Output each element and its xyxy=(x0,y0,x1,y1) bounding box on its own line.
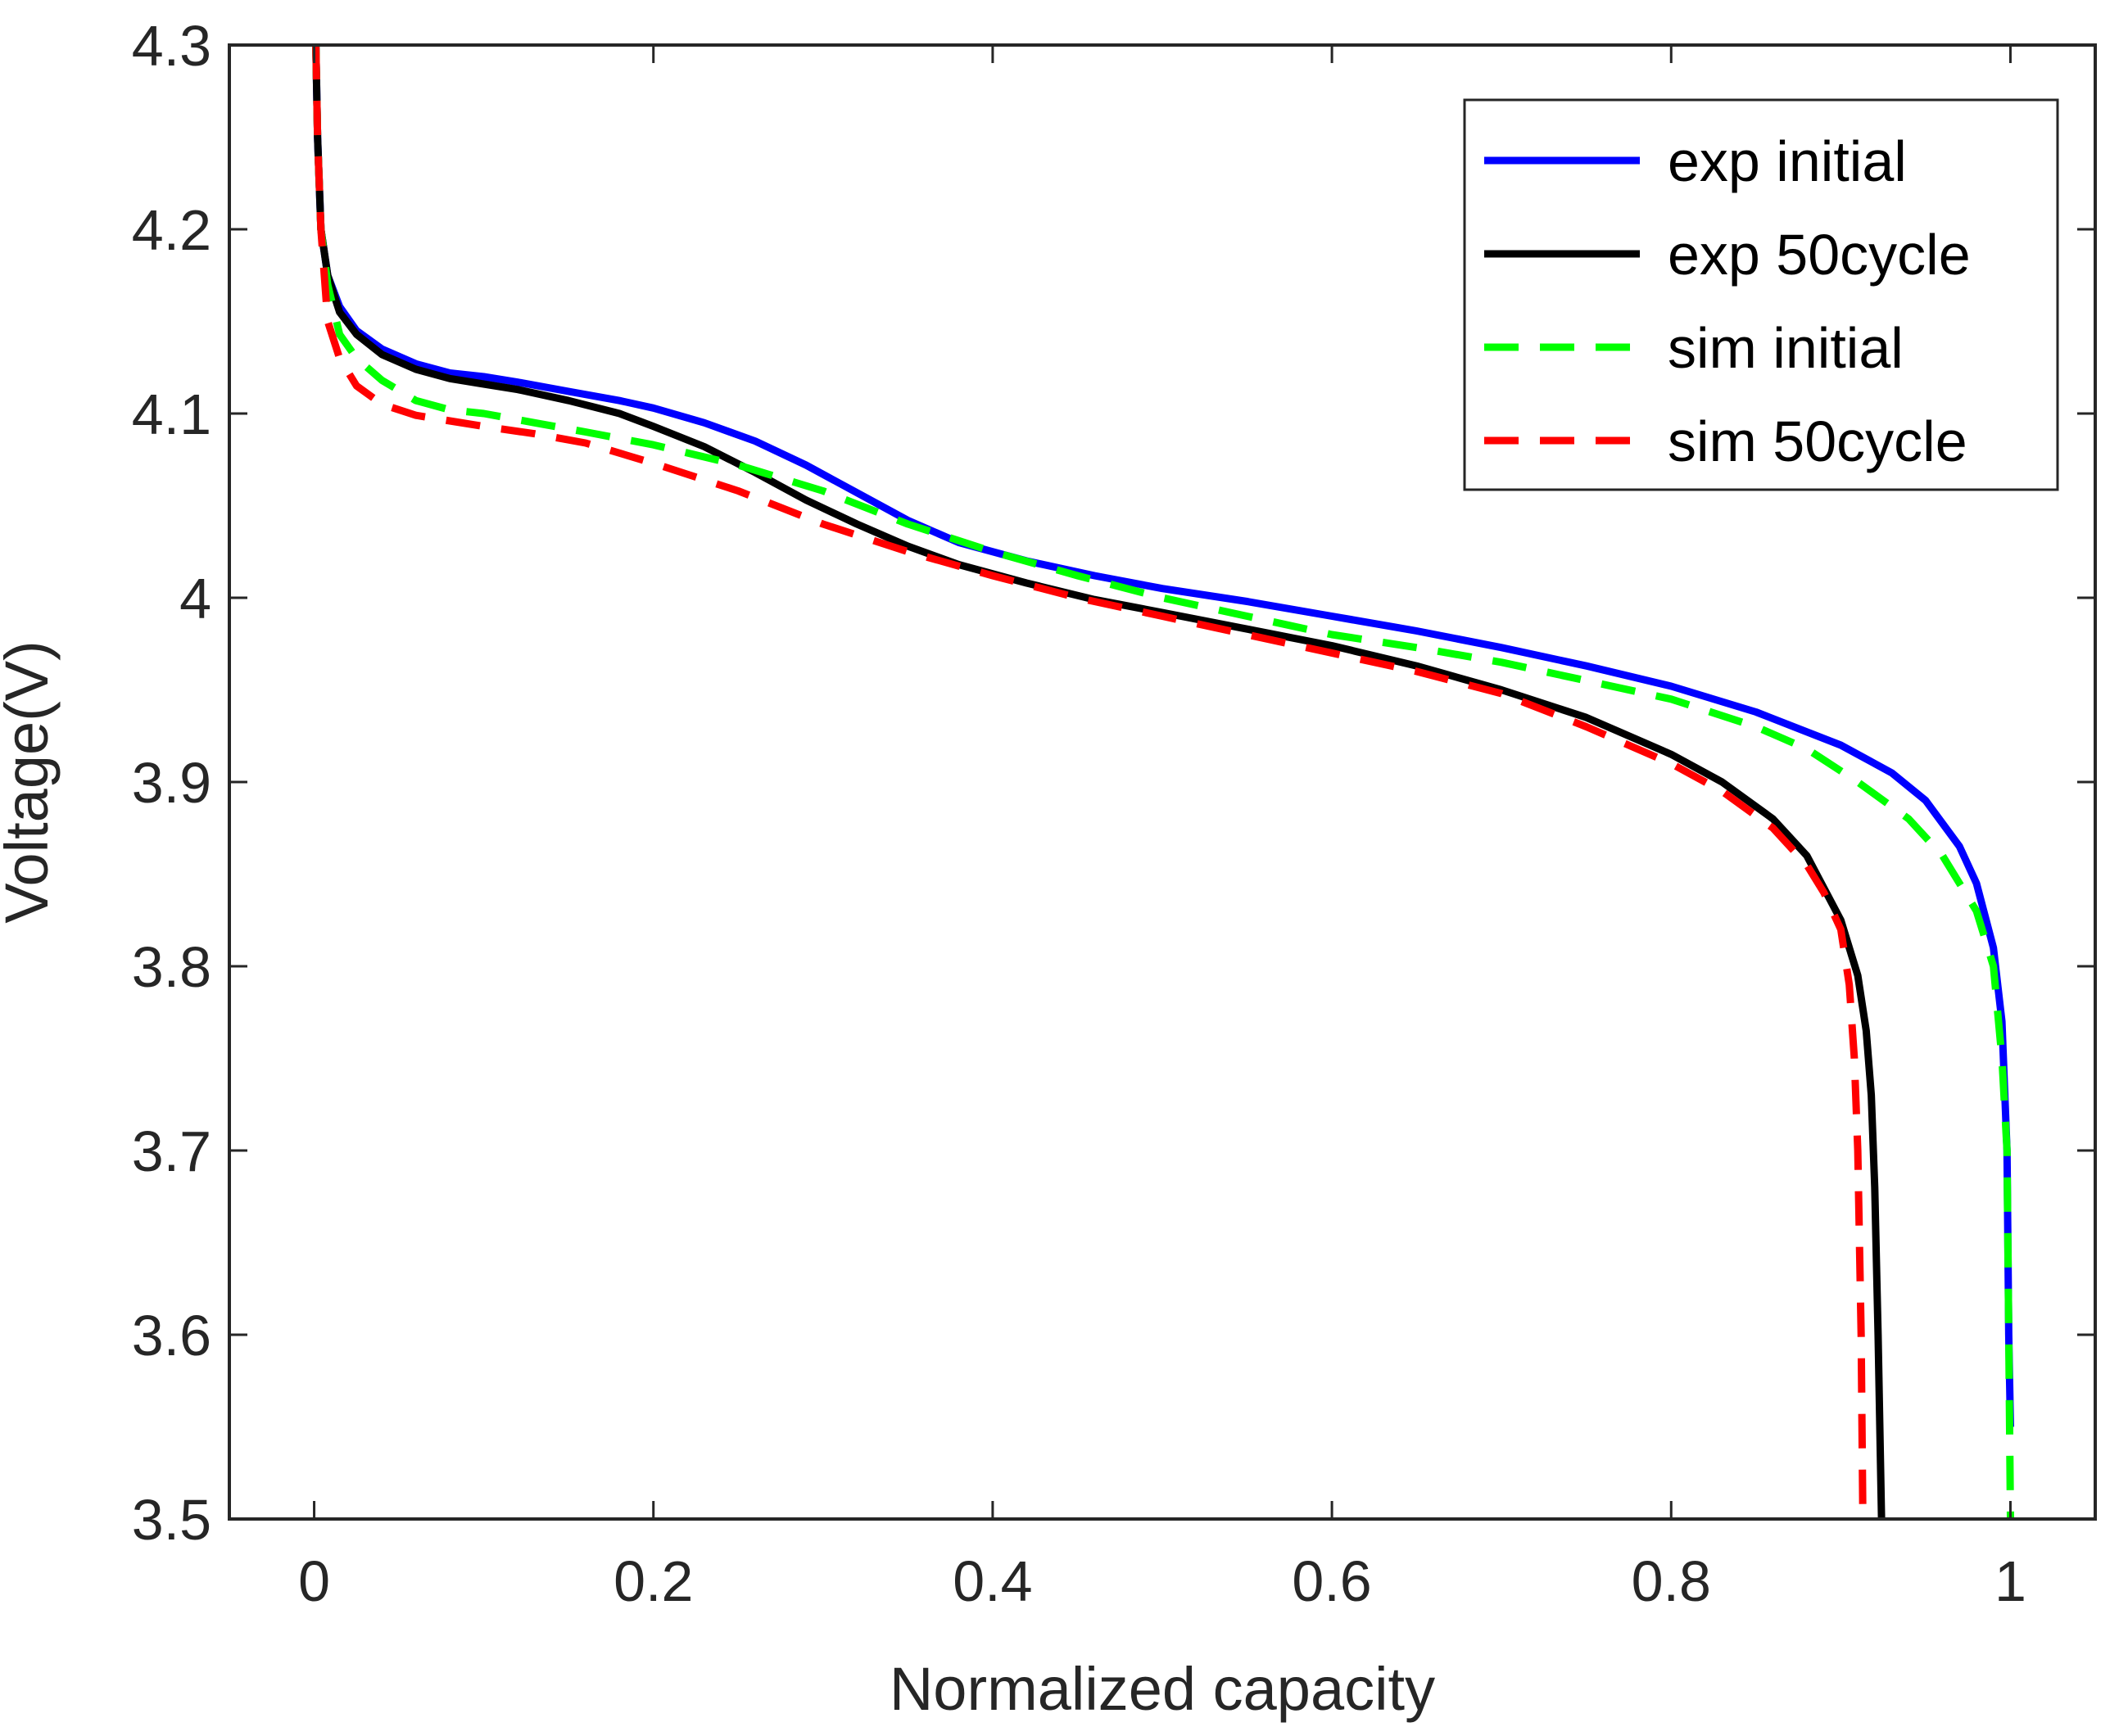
y-tick-label: 3.7 xyxy=(132,1119,211,1183)
y-tick-label: 3.8 xyxy=(132,935,211,999)
legend-label-sim-50cycle: sim 50cycle xyxy=(1668,409,1967,473)
y-axis: 3.5 3.6 3.7 3.8 3.9 4 4.1 4.2 4.3 xyxy=(132,14,2095,1552)
x-tick-label: 0.6 xyxy=(1292,1549,1371,1613)
y-tick-label: 3.6 xyxy=(132,1304,211,1368)
y-tick-label: 3.9 xyxy=(132,751,211,815)
x-tick-label: 0.2 xyxy=(613,1549,693,1613)
y-tick-label: 4.2 xyxy=(132,198,211,262)
x-tick-label: 1 xyxy=(1994,1549,2026,1613)
legend-label-exp-50cycle: exp 50cycle xyxy=(1668,223,1971,287)
x-axis-title: Normalized capacity xyxy=(890,1655,1435,1723)
x-tick-label: 0.4 xyxy=(953,1549,1032,1613)
y-axis-title: Voltage(V) xyxy=(0,640,61,924)
legend-box xyxy=(1463,98,2059,491)
y-tick-label: 4.1 xyxy=(132,382,211,446)
y-tick-label: 4.3 xyxy=(132,14,211,78)
x-axis: 0 0.2 0.4 0.6 0.8 1 xyxy=(298,45,2026,1613)
series-line-sim-initial xyxy=(312,45,2014,1519)
series-line-exp-initial xyxy=(312,45,2014,1427)
legend-label-sim-initial: sim initial xyxy=(1668,316,1904,380)
legend: exp initial exp 50cycle sim initial sim 50c… xyxy=(1463,98,2059,491)
y-tick-label: 3.5 xyxy=(132,1488,211,1552)
legend-label-exp-initial: exp initial xyxy=(1668,129,1907,193)
x-tick-label: 0 xyxy=(298,1549,330,1613)
series-layer xyxy=(312,45,2014,1519)
x-tick-label: 0.8 xyxy=(1632,1549,1711,1613)
y-tick-label: 4 xyxy=(179,567,211,631)
